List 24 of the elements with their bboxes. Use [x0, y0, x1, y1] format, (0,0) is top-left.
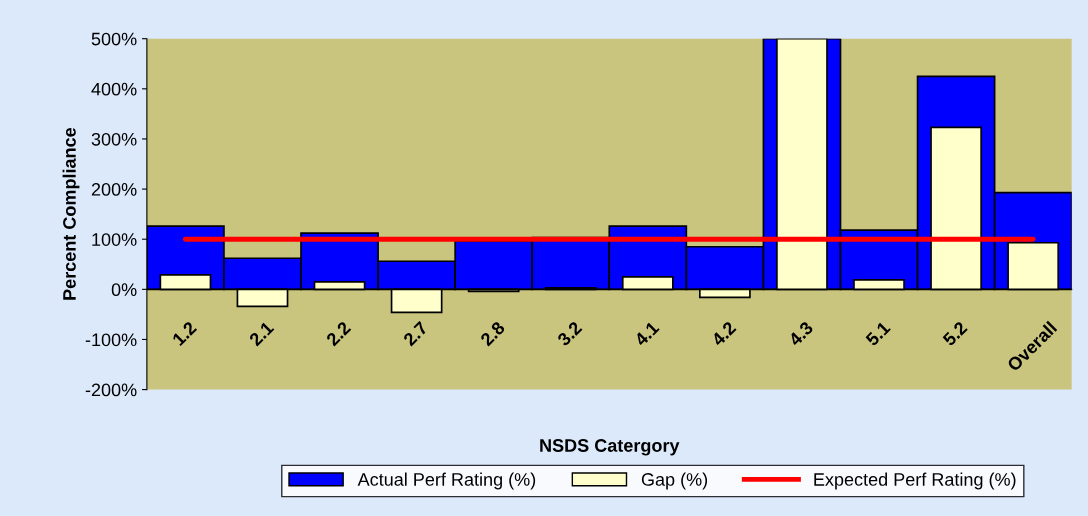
x-tick-label: 2.1 [248, 320, 275, 347]
x-tick-label: 3.2 [556, 320, 583, 347]
y-tick-label: 0% [111, 283, 137, 297]
x-tick-label: 4.1 [633, 320, 660, 347]
x-tick-label: 4.3 [787, 320, 814, 347]
x-tick-label: 5.2 [941, 320, 968, 347]
y-tick-label: 500% [91, 32, 137, 46]
x-tick-label: 5.1 [865, 320, 891, 347]
x-tick-label: 1.2 [171, 320, 198, 347]
y-tick-label: 400% [91, 82, 137, 96]
x-axis-title: NSDS Catergory [540, 439, 680, 456]
y-tick-label: 300% [91, 132, 137, 146]
x-tick-label: 2.8 [479, 320, 506, 347]
x-tick-label: 4.2 [710, 320, 737, 347]
legend-label: Expected Perf Rating (%) [814, 472, 1016, 490]
x-tick-label: 2.7 [402, 320, 429, 347]
legend-label: Gap (%) [641, 472, 708, 490]
legend-label: Actual Perf Rating (%) [357, 472, 536, 490]
y-tick-label: 200% [91, 183, 137, 196]
y-axis-title: Percent Compliance [62, 127, 80, 300]
y-tick-label: 100% [92, 233, 137, 246]
y-tick-label: -200% [85, 383, 137, 397]
y-tick-label: -100% [85, 333, 137, 347]
x-tick-label: 2.2 [325, 320, 352, 347]
